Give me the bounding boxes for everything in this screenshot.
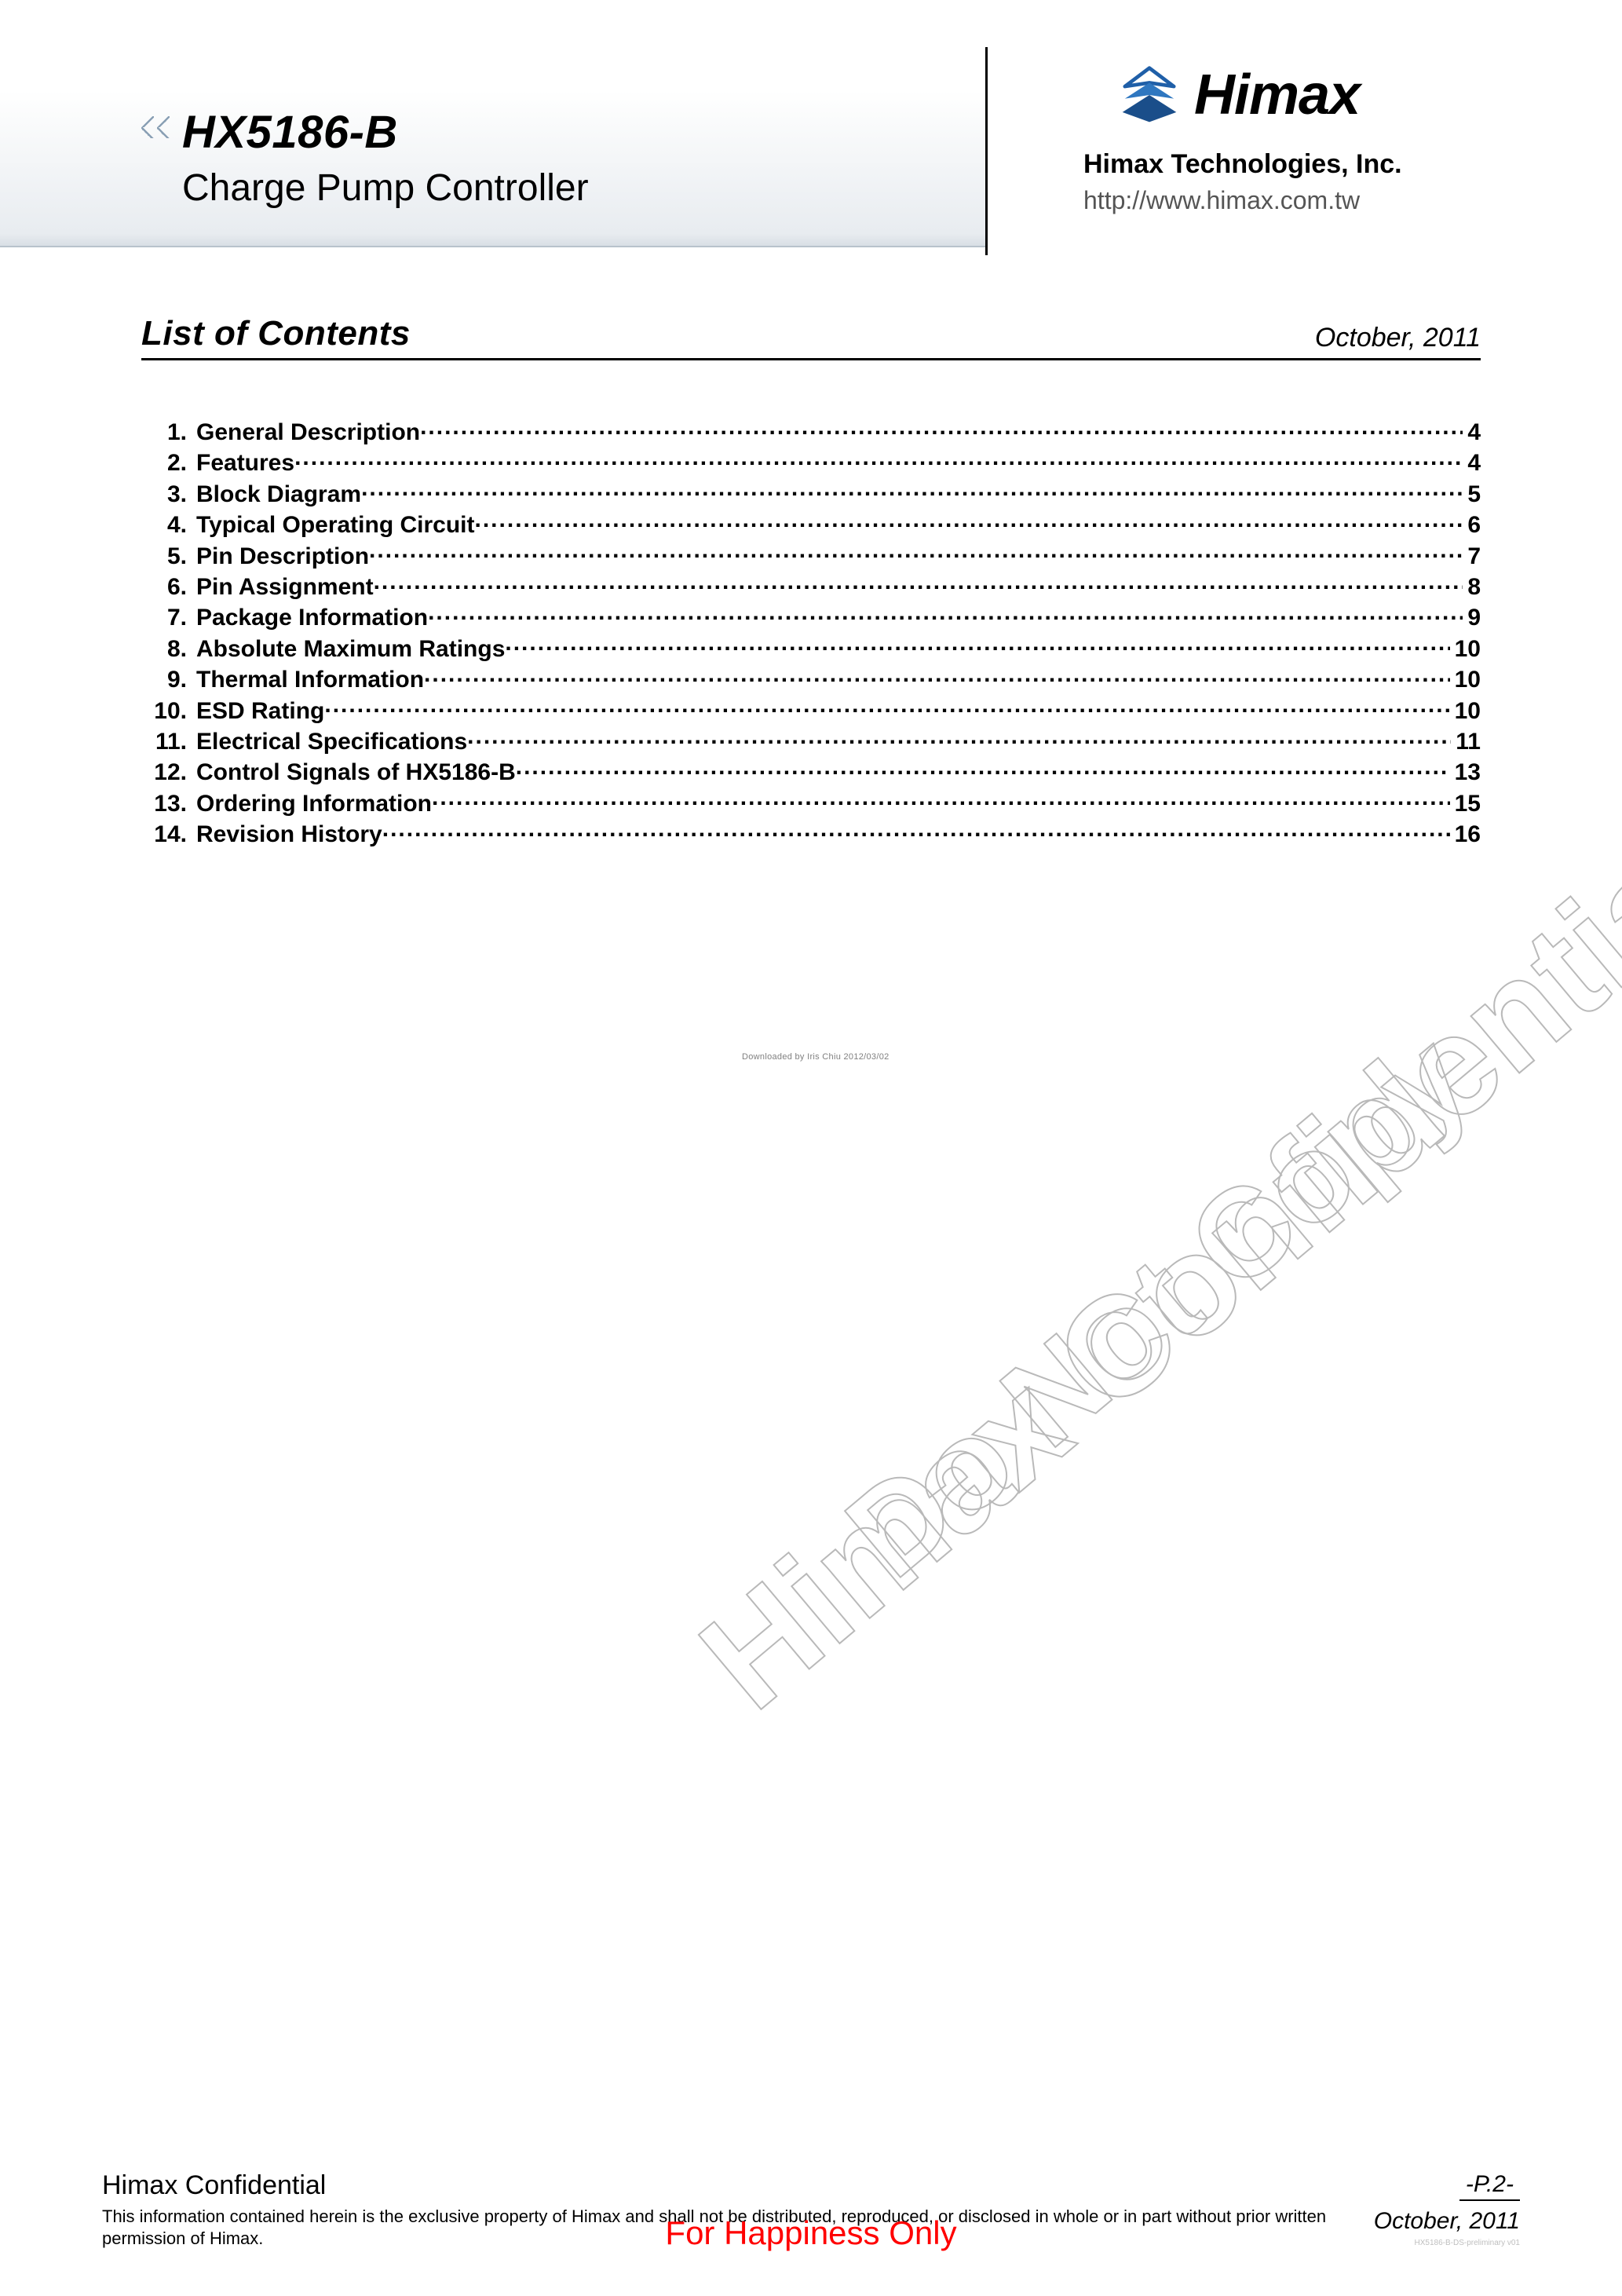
toc-leader-dots bbox=[475, 509, 1463, 532]
toc-page: 15 bbox=[1450, 792, 1481, 817]
toc-leader-dots bbox=[516, 756, 1450, 780]
toc-title: Absolute Maximum Ratings bbox=[196, 637, 505, 662]
toc-page: 6 bbox=[1463, 513, 1481, 538]
toc-leader-dots bbox=[428, 601, 1463, 625]
toc-row: 11.Electrical Specifications 11 bbox=[141, 726, 1481, 755]
toc-row: 10.ESD Rating 10 bbox=[141, 695, 1481, 724]
toc-leader-dots bbox=[467, 726, 1451, 749]
toc-title: Features bbox=[196, 451, 294, 476]
toc-title: Typical Operating Circuit bbox=[196, 513, 475, 538]
toc-row: 9.Thermal Information 10 bbox=[141, 664, 1481, 693]
toc-leader-dots bbox=[382, 818, 1450, 842]
toc-leader-dots bbox=[374, 571, 1463, 594]
toc-row: 1.General Description 4 bbox=[141, 416, 1481, 445]
toc-title: Revision History bbox=[196, 822, 382, 847]
document-subtitle: Charge Pump Controller bbox=[182, 166, 589, 210]
toc-page: 13 bbox=[1450, 760, 1481, 785]
chevron-icon bbox=[141, 116, 177, 143]
toc-page: 7 bbox=[1463, 544, 1481, 569]
toc-number: 8. bbox=[141, 637, 196, 662]
footer-confidential: Himax Confidential bbox=[102, 2170, 326, 2201]
toc-number: 6. bbox=[141, 575, 196, 600]
toc-row: 8.Absolute Maximum Ratings 10 bbox=[141, 633, 1481, 662]
toc-title: Pin Description bbox=[196, 544, 369, 569]
toc-title: Ordering Information bbox=[196, 792, 432, 817]
toc-leader-dots bbox=[324, 695, 1449, 718]
toc-row: 4.Typical Operating Circuit 6 bbox=[141, 509, 1481, 538]
company-url: http://www.himax.com.tw bbox=[1083, 186, 1578, 215]
toc-number: 1. bbox=[141, 420, 196, 445]
toc-leader-dots bbox=[505, 633, 1449, 656]
footer-micro-id: HX5186-B-DS-preliminary v01 bbox=[1415, 2239, 1521, 2247]
toc-title: Package Information bbox=[196, 605, 428, 631]
toc-number: 3. bbox=[141, 482, 196, 507]
logo-icon bbox=[1119, 64, 1180, 126]
toc-page: 4 bbox=[1463, 420, 1481, 445]
toc-title: Pin Assignment bbox=[196, 575, 374, 600]
toc-leader-dots bbox=[369, 540, 1463, 564]
toc-page: 16 bbox=[1450, 822, 1481, 847]
watermark-do-not-copy: Do Not Copy bbox=[820, 1005, 1495, 1605]
toc-row: 12.Control Signals of HX5186-B 13 bbox=[141, 756, 1481, 785]
footer-top: Himax Confidential -P.2- bbox=[102, 2170, 1520, 2201]
section-date: October, 2011 bbox=[1315, 323, 1481, 353]
toc-title: ESD Rating bbox=[196, 699, 324, 724]
toc-number: 14. bbox=[141, 822, 196, 847]
toc-leader-dots bbox=[420, 416, 1463, 440]
toc-title: Control Signals of HX5186-B bbox=[196, 760, 516, 785]
toc-title: Block Diagram bbox=[196, 482, 361, 507]
toc-title: General Description bbox=[196, 420, 420, 445]
footer-page-number: -P.2- bbox=[1459, 2171, 1520, 2201]
toc-number: 4. bbox=[141, 513, 196, 538]
toc-row: 7.Package Information 9 bbox=[141, 601, 1481, 631]
toc-page: 10 bbox=[1450, 667, 1481, 693]
toc-number: 5. bbox=[141, 544, 196, 569]
header-divider bbox=[985, 47, 988, 255]
part-number: HX5186-B bbox=[182, 106, 398, 159]
toc-page: 9 bbox=[1463, 605, 1481, 631]
toc-page: 5 bbox=[1463, 482, 1481, 507]
toc-number: 12. bbox=[141, 760, 196, 785]
table-of-contents: 1.General Description 42.Features 43.Blo… bbox=[141, 416, 1481, 849]
section-heading-row: List of Contents October, 2011 bbox=[141, 314, 1481, 360]
section-heading: List of Contents bbox=[141, 314, 411, 353]
toc-row: 2.Features 4 bbox=[141, 447, 1481, 476]
company-name: Himax Technologies, Inc. bbox=[1083, 149, 1578, 180]
toc-page: 11 bbox=[1451, 729, 1481, 755]
toc-number: 11. bbox=[141, 729, 196, 755]
header: HX5186-B Charge Pump Controller Himax Hi… bbox=[0, 31, 1622, 259]
toc-leader-dots bbox=[424, 664, 1450, 687]
toc-number: 10. bbox=[141, 699, 196, 724]
toc-leader-dots bbox=[294, 447, 1463, 470]
footer-red-notice: For Happiness Only bbox=[665, 2214, 956, 2252]
toc-row: 14.Revision History 16 bbox=[141, 818, 1481, 847]
toc-row: 5.Pin Description 7 bbox=[141, 540, 1481, 569]
toc-number: 2. bbox=[141, 451, 196, 476]
toc-title: Thermal Information bbox=[196, 667, 424, 693]
toc-number: 13. bbox=[141, 792, 196, 817]
toc-title: Electrical Specifications bbox=[196, 729, 467, 755]
toc-page: 8 bbox=[1463, 575, 1481, 600]
toc-page: 10 bbox=[1450, 637, 1481, 662]
toc-row: 3.Block Diagram 5 bbox=[141, 478, 1481, 507]
toc-page: 4 bbox=[1463, 451, 1481, 476]
footer-date: October, 2011 bbox=[1374, 2208, 1520, 2235]
toc-number: 9. bbox=[141, 667, 196, 693]
toc-page: 10 bbox=[1450, 699, 1481, 724]
footer: Himax Confidential -P.2- This informatio… bbox=[102, 2170, 1520, 2249]
toc-row: 6.Pin Assignment 8 bbox=[141, 571, 1481, 600]
download-trace: Downloaded by Iris Chiu 2012/03/02 bbox=[742, 1052, 890, 1062]
page: HX5186-B Charge Pump Controller Himax Hi… bbox=[0, 0, 1622, 2296]
watermark-confidential: Himax Confidential bbox=[670, 793, 1622, 1740]
logo: Himax bbox=[1119, 63, 1578, 127]
logo-text: Himax bbox=[1194, 63, 1360, 127]
toc-number: 7. bbox=[141, 605, 196, 631]
toc-leader-dots bbox=[361, 478, 1463, 502]
toc-row: 13.Ordering Information 15 bbox=[141, 788, 1481, 817]
toc-leader-dots bbox=[432, 788, 1450, 811]
header-right: Himax Himax Technologies, Inc. http://ww… bbox=[1028, 63, 1578, 215]
